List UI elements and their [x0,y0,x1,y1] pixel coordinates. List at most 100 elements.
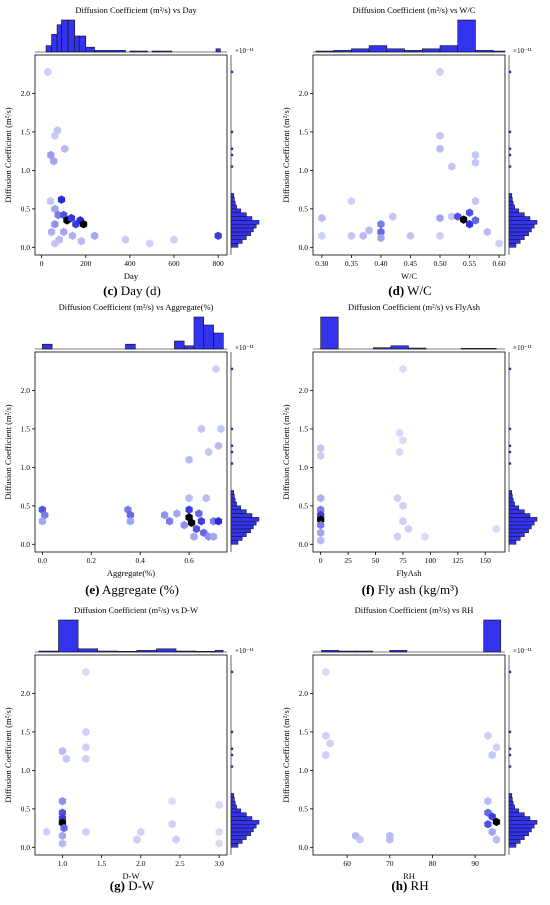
hexbin-cell [214,231,222,240]
plot-area [34,654,228,856]
hexbin-cell [61,144,69,154]
hexbin-cell [60,823,68,833]
hexbin-cell [58,808,67,817]
y-scale-label: ×10⁻¹¹ [513,647,532,655]
y-tick-label: 1.5 [299,727,309,736]
hexbin-cell [492,817,501,827]
right-hist-bar [508,804,515,810]
y-axis-label: Diffusion Coefficient (m²/s) [281,404,291,499]
right-hist-bar [508,204,515,210]
x-tick-label: 0.30 [315,259,328,268]
y-scale-label: ×10⁻¹¹ [235,647,254,655]
top-hist-bar [58,619,79,653]
right-hist-bar [508,239,521,244]
right-hist-bar [508,797,513,802]
caption-letter: (d) [388,283,404,298]
panel-f: 0 25 50 75 100 125 150 0.0 0.5 1.0 1.5 2.0 FlyAsh Dif… [281,302,538,597]
right-hist-bar [230,450,234,454]
hexbin-cell [436,131,444,140]
panel-caption: (d) W/C [388,283,431,298]
y-tick-label: 0.5 [21,804,31,813]
y-tick-label: 1.0 [299,463,309,472]
right-hist-bar [230,808,242,813]
hexbin-cell [50,156,58,166]
top-hist-bar [213,332,224,350]
right-hist-bar [508,835,525,840]
x-tick-label: 125 [452,556,464,565]
hexbin-cell [133,835,141,844]
top-hist-bar [156,648,177,653]
caption-letter: (e) [85,582,99,597]
right-hist-bar [508,367,512,371]
panel-d: 0.30 0.35 0.40 0.45 0.50 0.55 0.60 0.0 0.5 1.0 1.5… [281,5,538,298]
x-tick-label: 2.0 [136,859,146,868]
hexbin-cell [436,231,444,240]
x-tick-label: 0.40 [374,259,387,268]
hexbin-cell [484,820,492,829]
hexbin-cell [465,220,474,229]
right-hist-bar [508,220,538,225]
hexbin-cell [347,196,356,206]
hexbin-cell [185,493,193,503]
right-hist-bar [508,839,521,844]
top-hist-bar [195,651,216,653]
hexbin-cell [377,227,385,237]
panel-h: 60 70 80 90 0.0 0.5 1.0 1.5 2.0 RH Diffusion Coeff… [281,605,538,893]
y-axis-label: Diffusion Coefficient (m²/s) [281,107,291,202]
hexbin-cell [146,239,154,248]
x-tick-label: 0.50 [433,259,446,268]
top-hist-bar [97,650,118,653]
hexbin-cell [41,510,49,520]
x-tick-label: 0 [319,556,323,565]
hexbin-cell [317,520,325,530]
hexbin-cell [471,196,480,206]
hexbin-cell [212,364,220,374]
hexbin-cell [205,447,213,457]
right-hist-bar [230,765,234,768]
hexbin-cell [126,517,135,526]
hexbin-cell [173,509,181,518]
hexbin-cell [317,505,325,514]
hexbin-cell [38,517,46,526]
right-hist-bar [508,793,513,798]
hexbin-cell [215,839,223,848]
y-tick-label: 0.0 [299,243,309,252]
right-hist-bar [230,70,234,74]
y-scale-label: ×10⁻¹¹ [513,344,532,352]
x-tick-label: 100 [425,556,437,565]
right-hist-bar [230,797,235,802]
right-hist-bar [508,820,538,825]
panel-g: 1.0 1.5 2.0 2.5 3.0 0.0 0.5 1.0 1.5 2.0 D-W Diffusi… [3,605,260,893]
hexbin-cell [448,162,456,171]
top-hist-bar [203,324,214,350]
top-hist-bar [45,45,52,53]
y-tick-label: 0.5 [299,804,309,813]
hexbin-cell [471,158,480,167]
right-hist-bar [508,670,512,674]
y-tick-label: 0.5 [299,204,309,213]
x-axis-label: RH [403,871,415,881]
y-tick-label: 2.0 [299,689,309,698]
right-hist-bar [508,235,525,240]
right-hist-bar [508,444,512,447]
top-hist-bar [78,35,87,53]
hexbin-cell [47,227,56,237]
top-hist-bar [125,343,136,350]
right-hist-bar [230,747,234,750]
hexbin-cell [168,820,176,829]
hexbin-cell [82,727,90,737]
top-hist-bar [389,650,408,653]
y-tick-label: 2.0 [21,89,31,98]
x-tick-label: 800 [213,259,225,268]
hexbin-cell [46,196,55,206]
right-hist-bar [508,517,538,522]
right-hist-bar [508,808,520,813]
x-tick-label: 80 [429,859,437,868]
caption-text: Aggregate (%) [102,582,179,597]
x-tick-label: 75 [399,556,407,565]
hexbin-cell [214,517,223,526]
chart-title: Diffusion Coefficient (m²/s) vs D-W [74,605,198,615]
right-hist-bar [508,540,517,545]
right-hist-bar [230,524,254,530]
hexbin-cell [386,835,394,844]
